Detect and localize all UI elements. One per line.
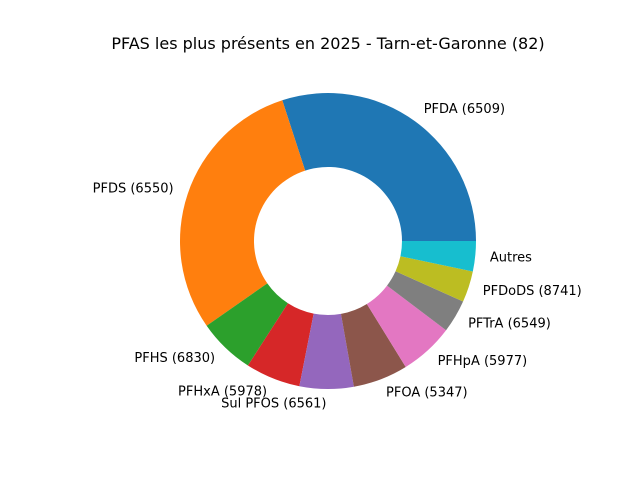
slice-label-9: Autres	[490, 250, 532, 265]
slice-6	[366, 285, 447, 367]
slice-5	[340, 303, 406, 387]
slice-label-6: PFHpA (5977)	[438, 354, 528, 369]
slice-label-0: PFDA (6509)	[424, 102, 505, 117]
slice-0	[282, 92, 476, 241]
slice-label-1: PFDS (6550)	[93, 182, 174, 197]
slice-label-5: PFOA (5347)	[386, 386, 468, 401]
labels-group: PFDA (6509) PFDS (6550) PFHS (6830) PFHxA (…	[93, 102, 582, 411]
slice-7	[387, 271, 464, 331]
slice-label-3: PFHxA (5978)	[178, 385, 267, 400]
slice-8	[395, 256, 473, 302]
slice-label-7: PFTrA (6549)	[468, 316, 551, 331]
slice-3	[247, 303, 314, 387]
slice-label-2: PFHS (6830)	[134, 351, 215, 366]
chart-title: PFAS les plus présents en 2025 - Tarn-et…	[111, 34, 544, 53]
slices-group	[180, 92, 476, 389]
slice-label-4: Sul PFOS (6561)	[221, 396, 326, 411]
slice-2	[206, 283, 288, 366]
slice-9	[400, 241, 476, 272]
slice-4	[299, 313, 354, 389]
slice-label-8: PFDoDS (8741)	[483, 284, 582, 299]
slice-1	[180, 100, 306, 326]
